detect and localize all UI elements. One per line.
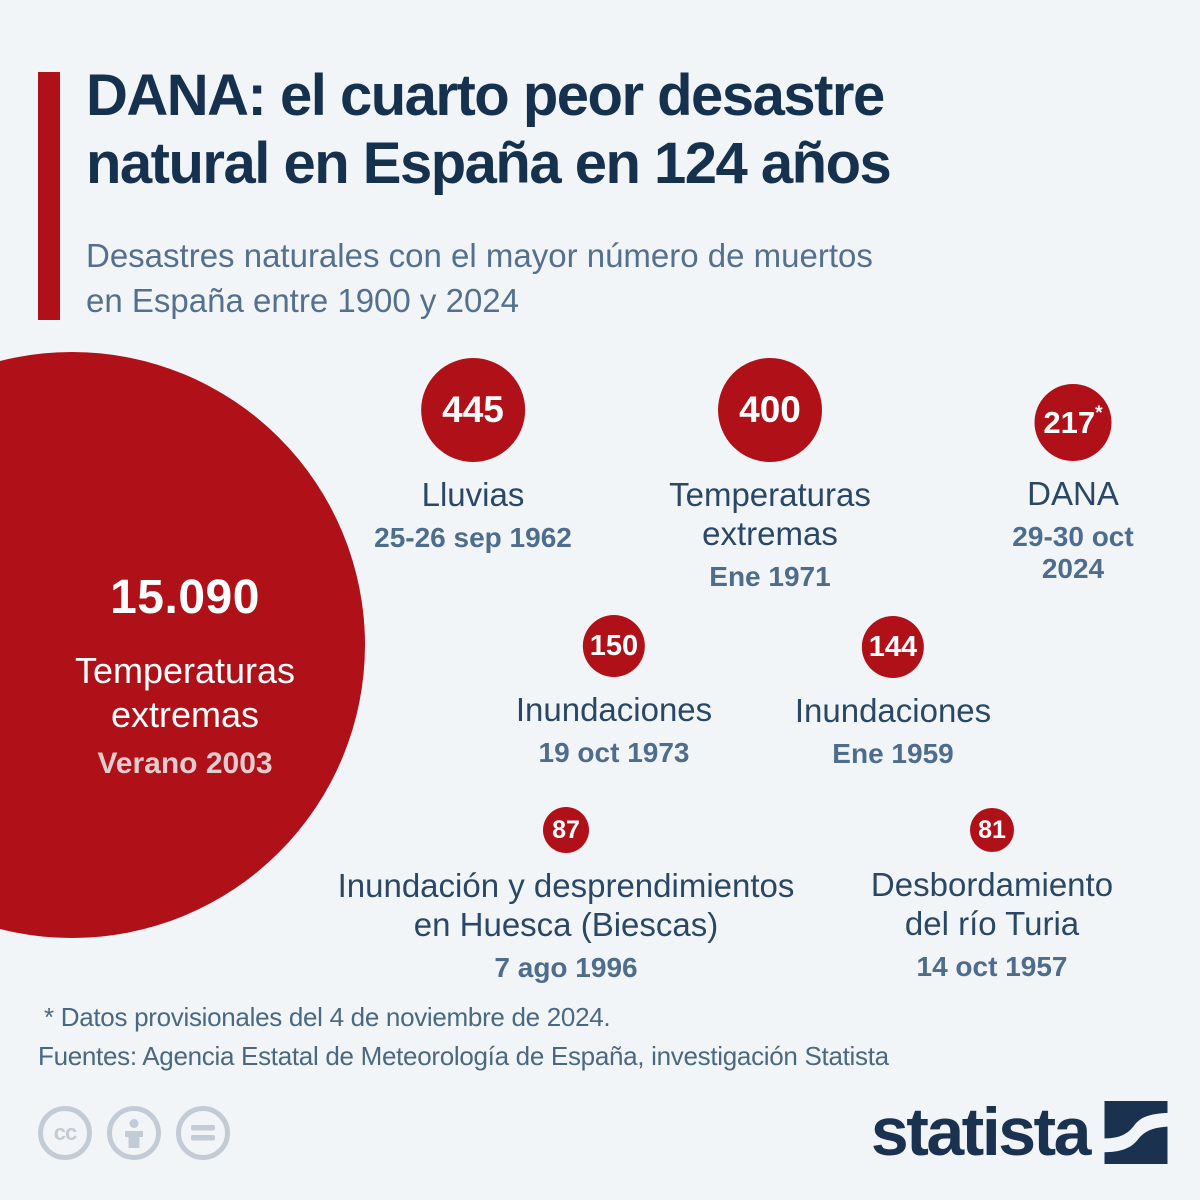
- bubble-value: 144: [868, 630, 918, 663]
- bubble-value: 81: [978, 815, 1006, 844]
- bubble-value: 150: [589, 629, 639, 662]
- bubble-date: 7 ago 1996: [494, 951, 638, 983]
- bubble-circle: 445: [421, 358, 525, 462]
- bubble-group-dana-2024: 217 * DANA 29-30 oct 2024: [1010, 384, 1137, 585]
- cc-icon: cc: [38, 1106, 92, 1160]
- bubble-label: DANA: [1027, 475, 1119, 512]
- bubble-date: 25-26 sep 1962: [374, 521, 572, 553]
- bubble-circle: 81: [970, 808, 1014, 852]
- bubble-date: Ene 1971: [709, 560, 831, 592]
- bubble-group-lluvias-1962: 445 Lluvias 25-26 sep 1962: [374, 358, 572, 554]
- bubble-date: Ene 1959: [832, 737, 954, 769]
- bubble-value: 15.090: [110, 571, 260, 624]
- bubble-value: 217: [1043, 404, 1096, 440]
- page-title: DANA: el cuarto peor desastre natural en…: [86, 63, 892, 196]
- bubble-label: Temperaturas extremas: [669, 476, 871, 552]
- bubble-label: Inundaciones: [794, 692, 992, 729]
- bubble-group-inundaciones-1959: 144 Inundaciones Ene 1959: [795, 616, 991, 770]
- statista-swoosh-icon: [1104, 1100, 1168, 1164]
- bubble-value: 445: [442, 389, 504, 430]
- bubble-temperaturas-2003-text: 15.090 Temperaturas extremas Verano 2003: [35, 570, 335, 781]
- license-icons: cc: [38, 1106, 230, 1160]
- bubble-date: 14 oct 1957: [916, 950, 1068, 982]
- bubble-group-inundaciones-1973: 150 Inundaciones 19 oct 1973: [516, 615, 712, 769]
- title-accent-bar: [38, 72, 60, 320]
- sources-line: Fuentes: Agencia Estatal de Meteorología…: [38, 1041, 889, 1071]
- bubble-value: 400: [739, 389, 801, 430]
- bubble-label: Lluvias: [421, 476, 525, 513]
- statista-wordmark: statista: [870, 1094, 1092, 1170]
- bubble-group-biescas-1996: 87 Inundación y desprendimientos en Hues…: [321, 807, 811, 984]
- page-subtitle: Desastres naturales con el mayor número …: [86, 237, 873, 319]
- bubble-circle: 144: [861, 616, 924, 678]
- bubble-date: Verano 2003: [97, 746, 273, 780]
- attribution-person-icon: [107, 1106, 161, 1160]
- bubble-label: Desbordamiento del río Turia: [870, 866, 1114, 942]
- provisional-footnote: * Datos provisionales del 4 de noviembre…: [44, 1002, 611, 1032]
- statista-logo: statista: [871, 1098, 1168, 1166]
- bubble-label: Temperaturas extremas: [74, 650, 296, 735]
- bubble-circle: 87: [543, 807, 589, 853]
- bubble-group-turia-1957: 81 Desbordamiento del río Turia 14 oct 1…: [852, 808, 1132, 983]
- person-glyph: [125, 1119, 143, 1148]
- bubble-label: Inundaciones: [515, 691, 713, 728]
- bubble-circle: 400: [718, 358, 822, 462]
- bubble-date: 29-30 oct 2024: [1012, 520, 1134, 584]
- bubble-circle: 217 *: [1034, 384, 1112, 461]
- equals-glyph: [191, 1125, 215, 1141]
- nd-equals-icon: [176, 1106, 230, 1160]
- bubble-label: Inundación y desprendimientos en Huesca …: [337, 867, 795, 943]
- bubble-date: 19 oct 1973: [538, 736, 690, 768]
- bubble-value: 87: [552, 815, 580, 844]
- bubble-group-temperaturas-1971: 400 Temperaturas extremas Ene 1971: [645, 358, 895, 593]
- bubble-circle: 150: [582, 615, 645, 677]
